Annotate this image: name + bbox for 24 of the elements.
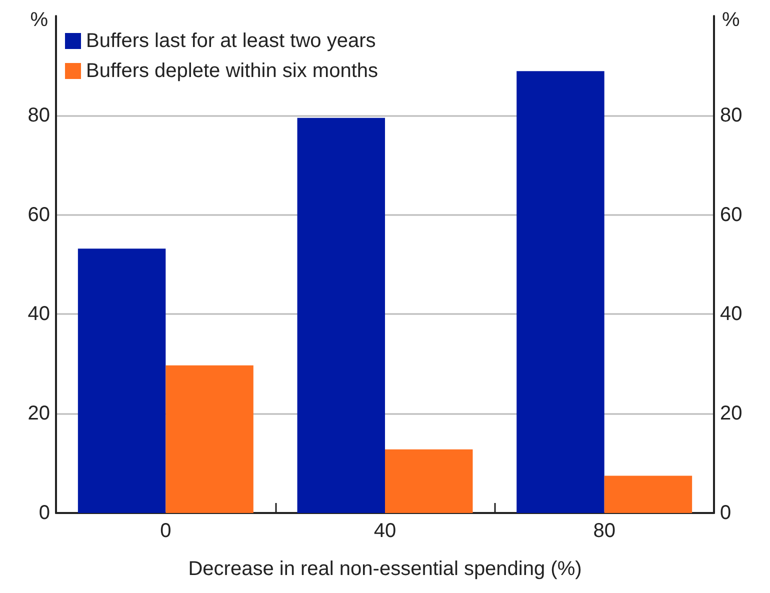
bar — [516, 71, 604, 513]
bar — [297, 118, 385, 513]
bar — [385, 449, 473, 513]
y-tick-label: 40 — [28, 303, 50, 326]
legend-label: Buffers deplete within six months — [86, 60, 378, 82]
x-tick-label: 0 — [160, 520, 172, 542]
bar — [78, 248, 166, 513]
y2-tick-label: 80 — [720, 104, 742, 126]
y2-tick-label: 40 — [720, 303, 742, 326]
y2-tick-label: 60 — [720, 204, 742, 226]
bar — [166, 365, 254, 513]
bar — [604, 476, 692, 513]
y2-axis-title: % — [722, 9, 740, 31]
y2-tick-label: 20 — [720, 402, 742, 425]
y-tick-label: 80 — [28, 104, 50, 126]
legend-label: Buffers last for at least two years — [86, 30, 376, 52]
y-axis-title: % — [30, 9, 48, 31]
x-tick-label: 40 — [374, 520, 396, 542]
y2-tick-label: 0 — [720, 502, 732, 524]
y-tick-label: 20 — [28, 402, 50, 425]
x-axis-title: Decrease in real non-essential spending (%) — [188, 558, 582, 580]
y-tick-label: 0 — [38, 502, 50, 524]
y-tick-label: 60 — [28, 204, 50, 226]
x-tick-label: 80 — [593, 520, 616, 542]
